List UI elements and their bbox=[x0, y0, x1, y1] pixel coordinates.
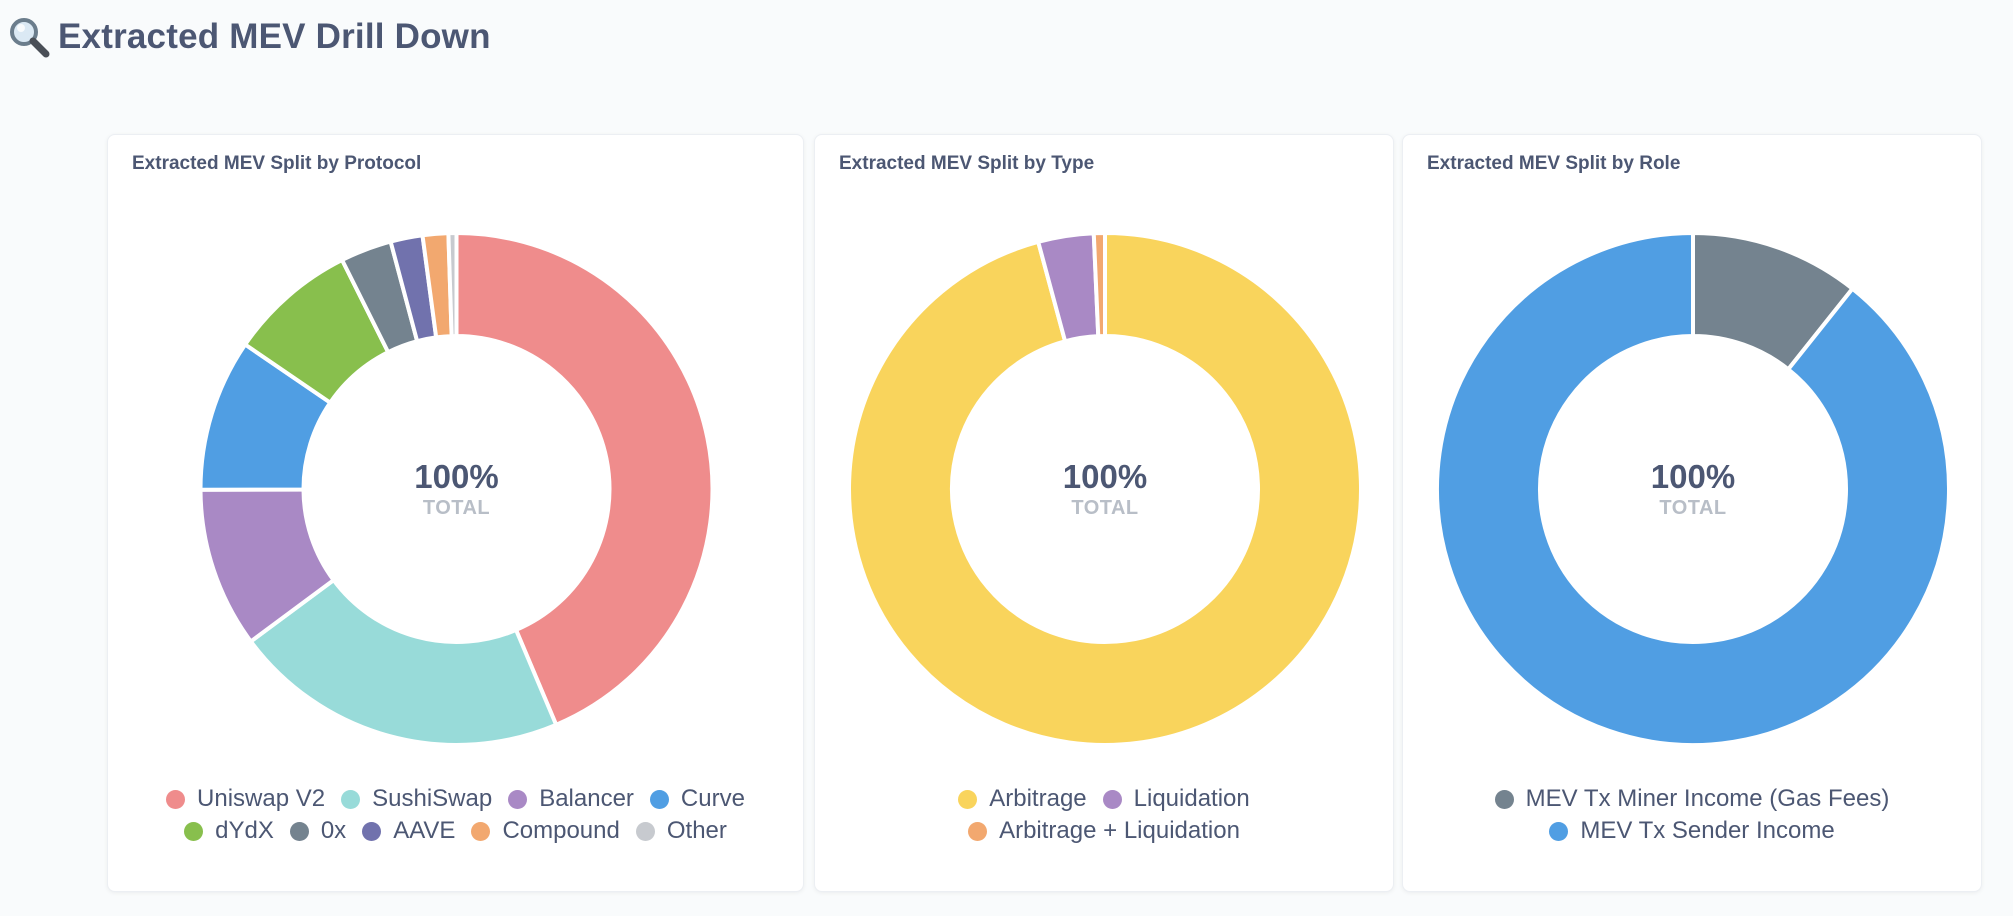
legend-label: Other bbox=[666, 817, 727, 844]
legend-item-balancer[interactable]: Balancer bbox=[508, 785, 634, 813]
total-label: TOTAL bbox=[1071, 497, 1138, 519]
legend-swatch bbox=[958, 789, 978, 809]
total-value: 100% bbox=[414, 458, 498, 495]
total-label: TOTAL bbox=[1659, 497, 1726, 519]
total-value: 100% bbox=[1651, 458, 1735, 495]
legend-label: Compound bbox=[502, 817, 620, 844]
slice-other[interactable] bbox=[446, 231, 459, 339]
chart-legend: MEV Tx Miner Income (Gas Fees) MEV Tx Sen… bbox=[1413, 785, 1971, 845]
slice-arbitrage-liquidation[interactable] bbox=[1091, 231, 1107, 339]
legend-label: MEV Tx Miner Income (Gas Fees) bbox=[1525, 785, 1890, 812]
chart-title[interactable]: Extracted MEV Split by Type bbox=[839, 153, 1095, 174]
slice-uniswap-v2[interactable] bbox=[454, 231, 715, 727]
legend-swatch bbox=[1102, 789, 1122, 809]
type-donut-chart[interactable]: 100%TOTAL bbox=[815, 135, 1395, 775]
legend-label: Arbitrage bbox=[989, 785, 1087, 812]
legend-item-compound[interactable]: Compound bbox=[471, 817, 620, 845]
chart-legend: Arbitrage Liquidation Arbitrage + Liquidat… bbox=[825, 785, 1383, 845]
slice-arbitrage[interactable] bbox=[847, 231, 1363, 747]
page-title: Extracted MEV Drill Down bbox=[58, 17, 491, 56]
legend-label: Uniswap V2 bbox=[197, 785, 326, 812]
total-value: 100% bbox=[1063, 458, 1147, 495]
legend-swatch bbox=[471, 821, 491, 841]
legend-swatch bbox=[289, 821, 309, 841]
chart-title[interactable]: Extracted MEV Split by Role bbox=[1427, 153, 1681, 174]
legend-item-0x[interactable]: 0x bbox=[289, 817, 347, 845]
role-donut-chart[interactable]: 100%TOTAL bbox=[1403, 135, 1983, 775]
legend-label: Balancer bbox=[539, 785, 634, 812]
legend-swatch bbox=[166, 789, 186, 809]
legend-label: 0x bbox=[320, 817, 347, 844]
legend-swatch bbox=[635, 821, 655, 841]
legend-item-arbitrage-liquidation[interactable]: Arbitrage + Liquidation bbox=[968, 817, 1240, 845]
legend-item-mev-tx-sender-income[interactable]: MEV Tx Sender Income bbox=[1549, 817, 1835, 845]
role-chart-card[interactable]: Extracted MEV Split by Role 100% TOTAL ME… bbox=[1402, 134, 1982, 892]
magnifier-icon bbox=[10, 18, 50, 58]
legend-label: Arbitrage + Liquidation bbox=[999, 817, 1240, 844]
type-chart-card[interactable]: Extracted MEV Split by Type 100% TOTAL Ar… bbox=[814, 134, 1394, 892]
legend-swatch bbox=[1549, 821, 1569, 841]
legend-item-curve[interactable]: Curve bbox=[649, 785, 745, 813]
page-header: Extracted MEV Drill Down bbox=[8, 14, 491, 60]
legend-item-sushiswap[interactable]: SushiSwap bbox=[341, 785, 492, 813]
legend-swatch bbox=[184, 821, 204, 841]
protocol-chart-card[interactable]: Extracted MEV Split by Protocol 100% TOTA… bbox=[107, 134, 804, 892]
legend-label: Curve bbox=[680, 785, 745, 812]
legend-item-aave[interactable]: AAVE bbox=[362, 817, 455, 845]
legend-item-dydx[interactable]: dYdX bbox=[184, 817, 274, 845]
legend-swatch bbox=[968, 821, 988, 841]
chart-title[interactable]: Extracted MEV Split by Protocol bbox=[132, 153, 422, 174]
legend-swatch bbox=[1494, 789, 1514, 809]
legend-item-liquidation[interactable]: Liquidation bbox=[1102, 785, 1250, 813]
legend-label: dYdX bbox=[215, 817, 274, 844]
legend-label: SushiSwap bbox=[372, 785, 493, 812]
legend-item-other[interactable]: Other bbox=[635, 817, 727, 845]
chart-legend: Uniswap V2 SushiSwap Balancer Curve dYdX 0x AA… bbox=[118, 785, 793, 845]
legend-label: MEV Tx Sender Income bbox=[1580, 817, 1835, 844]
legend-item-uniswap-v2[interactable]: Uniswap V2 bbox=[166, 785, 325, 813]
protocol-donut-chart[interactable]: 100%TOTAL bbox=[108, 135, 805, 775]
legend-swatch bbox=[649, 789, 669, 809]
total-label: TOTAL bbox=[423, 497, 490, 519]
slice-sushiswap[interactable] bbox=[248, 578, 559, 747]
legend-swatch bbox=[341, 789, 361, 809]
legend-swatch bbox=[508, 789, 528, 809]
legend-swatch bbox=[362, 821, 382, 841]
slice-mev-tx-sender-income[interactable] bbox=[1435, 231, 1951, 747]
legend-item-arbitrage[interactable]: Arbitrage bbox=[958, 785, 1087, 813]
legend-label: AAVE bbox=[393, 817, 456, 844]
legend-label: Liquidation bbox=[1133, 785, 1250, 812]
legend-item-mev-tx-miner-income-gas-fees[interactable]: MEV Tx Miner Income (Gas Fees) bbox=[1494, 785, 1890, 813]
